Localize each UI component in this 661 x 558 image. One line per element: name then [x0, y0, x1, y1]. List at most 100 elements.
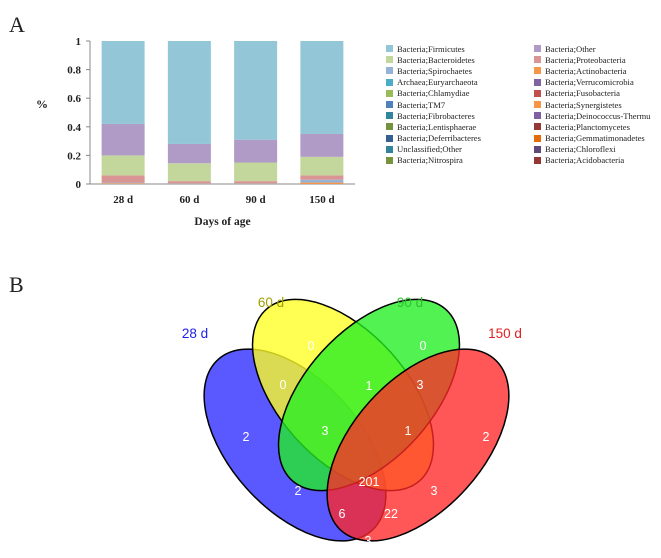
legend-item: Bacteria;TM7 — [386, 99, 534, 110]
legend-label: Bacteria;Planctomycetes — [545, 121, 630, 132]
legend-label: Bacteria;Other — [545, 43, 596, 54]
x-tick-label: 28 d — [113, 194, 133, 206]
legend-item: Bacteria;Actinobacteria — [534, 65, 661, 76]
legend-item: Unclassified;Other — [386, 144, 534, 155]
venn-region-count: 2 — [483, 430, 490, 444]
legend-swatch — [534, 78, 541, 86]
stacked-bar-chart: 0 0.2 0.4 0.6 0.8 1% 28 d 60 d 90 d 150 d Days of … — [36, 36, 355, 228]
legend-item: Archaea;Euryarchaeota — [386, 77, 534, 88]
x-tick-label: 60 d — [179, 194, 199, 206]
legend-swatch — [386, 145, 393, 153]
legend-swatch — [534, 89, 541, 97]
bar-segment — [167, 163, 211, 182]
legend-label: Bacteria;Fibrobacteres — [397, 110, 475, 121]
bar-segment — [300, 133, 344, 157]
legend-item: Bacteria;Chlamydiae — [386, 88, 534, 99]
bar-segment — [101, 175, 145, 183]
legend-swatch — [386, 56, 393, 64]
x-axis-label: Days of age — [194, 216, 250, 228]
legend-label: Bacteria;Chlamydiae — [397, 88, 470, 99]
venn-region-count: 0 — [308, 339, 315, 353]
legend-swatch — [534, 156, 541, 164]
y-tick-label: 0 — [76, 179, 82, 191]
bar-segment — [167, 143, 211, 164]
bar-segment — [101, 183, 145, 184]
bar-segment — [300, 41, 344, 134]
y-tick-label: 1 — [76, 36, 82, 48]
legend-label: Bacteria;Firmicutes — [397, 43, 465, 54]
legend-label: Bacteria;Deinococcus-Thermu — [545, 110, 651, 121]
venn-region-count: 201 — [359, 475, 380, 489]
bar-segment — [101, 155, 145, 176]
venn-region-count: 22 — [384, 507, 398, 521]
legend-label: Archaea;Euryarchaeota — [397, 77, 478, 88]
legend-swatch — [386, 112, 393, 120]
bar-segment — [300, 156, 344, 176]
legend-label: Bacteria;Fusobacteria — [545, 88, 620, 99]
venn-region-count: 0 — [280, 378, 287, 392]
legend-swatch — [386, 123, 393, 131]
legend-item: Bacteria;Synergistetes — [534, 99, 661, 110]
legend-label: Bacteria;Lentisphaerae — [397, 121, 477, 132]
legend-swatch — [534, 145, 541, 153]
venn-region-count: 2 — [243, 430, 250, 444]
legend-label: Bacteria;TM7 — [397, 99, 446, 110]
venn-region-count: 2 — [295, 484, 302, 498]
legend-swatch — [386, 45, 393, 53]
legend-item: Bacteria;Deferribacteres — [386, 133, 534, 144]
bar-segment — [300, 179, 344, 183]
venn-set-ellipse — [326, 348, 510, 542]
venn-region-count: 6 — [339, 507, 346, 521]
legend-swatch — [386, 89, 393, 97]
bar-segment — [234, 162, 278, 182]
legend-swatch — [534, 134, 541, 142]
x-tick-label: 90 d — [246, 194, 266, 206]
bar-segment — [101, 41, 145, 124]
legend-item: Bacteria;Nitrospira — [386, 155, 534, 166]
bar-segment — [101, 123, 145, 156]
y-tick-label: 0.6 — [67, 93, 81, 105]
legend-label: Bacteria;Verrucomicrobia — [545, 77, 634, 88]
legend-item: Bacteria;Fibrobacteres — [386, 110, 534, 121]
x-tick-label: 150 d — [309, 194, 334, 206]
y-tick-label: 0.8 — [67, 65, 81, 77]
legend-swatch — [534, 101, 541, 109]
legend-swatch — [534, 67, 541, 75]
panel-label-a: A — [9, 12, 25, 37]
venn-region-count: 0 — [420, 339, 427, 353]
legend-swatch — [534, 56, 541, 64]
legend-item: Bacteria;Acidobacteria — [534, 155, 661, 166]
venn-region-count: 3 — [431, 484, 438, 498]
legend-swatch — [534, 123, 541, 131]
legend-swatch — [386, 78, 393, 86]
venn-set-label: 60 d — [258, 295, 284, 310]
legend-swatch — [386, 156, 393, 164]
legend-item: Bacteria;Spirochaetes — [386, 65, 534, 76]
legend-swatch — [386, 67, 393, 75]
bar-segment — [167, 41, 211, 144]
legend-item: Bacteria;Other — [534, 43, 661, 54]
venn-set-label: 90 d — [397, 295, 423, 310]
chart-legend: Bacteria;Firmicutes Bacteria;Other Bacteri… — [386, 43, 661, 166]
bar-segment — [234, 181, 278, 184]
legend-item: Bacteria;Bacteroidetes — [386, 54, 534, 65]
legend-swatch — [534, 45, 541, 53]
legend-label: Bacteria;Proteobacteria — [545, 54, 626, 65]
bar-segment — [167, 181, 211, 184]
legend-label: Bacteria;Actinobacteria — [545, 65, 627, 76]
venn-set-label: 28 d — [182, 326, 208, 341]
venn-region-count: 1 — [366, 379, 373, 393]
legend-swatch — [534, 112, 541, 120]
legend-label: Bacteria;Bacteroidetes — [397, 54, 475, 65]
legend-item: Bacteria;Planctomycetes — [534, 121, 661, 132]
bar-segment — [234, 139, 278, 163]
legend-item: Bacteria;Verrucomicrobia — [534, 77, 661, 88]
legend-item: Bacteria;Lentisphaerae — [386, 121, 534, 132]
y-axis-label: % — [36, 97, 48, 111]
legend-label: Bacteria;Deferribacteres — [397, 133, 481, 144]
legend-item: Bacteria;Deinococcus-Thermu — [534, 110, 661, 121]
y-tick-label: 0.4 — [67, 122, 81, 134]
venn-region-count: 3 — [365, 534, 372, 548]
panel-label-b: B — [9, 272, 24, 297]
